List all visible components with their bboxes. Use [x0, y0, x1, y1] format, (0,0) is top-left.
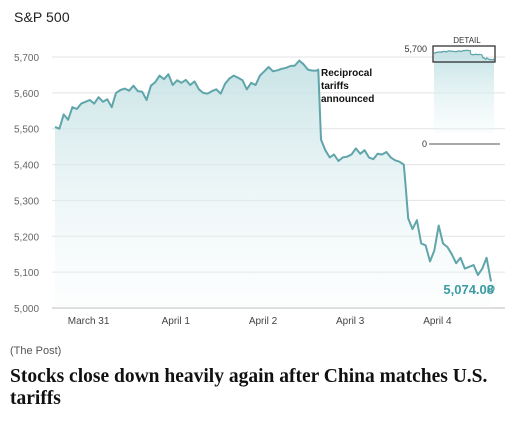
series-line [54, 59, 492, 282]
annotation-reciprocal-tariffs: Reciprocal tariffs announced [321, 68, 374, 105]
x-tick-label: March 31 [68, 316, 110, 327]
end-value-label: 5,074.08 [443, 282, 494, 297]
x-tick-label: April 1 [162, 316, 191, 327]
detail-inset-area [434, 50, 494, 134]
y-tick-label: 5,300 [14, 196, 39, 207]
y-tick-label: 5,000 [14, 304, 39, 315]
x-tick-label: April 4 [423, 316, 452, 327]
source-credit: (The Post) [10, 345, 62, 357]
y-tick-label: 5,200 [14, 232, 39, 243]
end-point-marker [487, 284, 495, 293]
detail-inset-line [433, 49, 495, 61]
annotation-line: Reciprocal [321, 68, 372, 79]
sp500-chart: 5,000 5,100 5,200 5,300 5,400 5,500 5,600 5,700… [14, 36, 505, 327]
x-axis-ticks: March 31 April 1 April 2 April 3 April 4 [68, 316, 452, 327]
y-axis-ticks: 5,000 5,100 5,200 5,300 5,400 5,500 5,600 5,700 [14, 53, 39, 315]
headline: Stocks close down heavily again after Ch… [10, 366, 488, 409]
y-tick-label: 5,600 [14, 89, 39, 100]
detail-inset-box [432, 45, 496, 63]
x-tick-label: April 2 [249, 316, 278, 327]
annotation-line: tariffs [321, 81, 349, 92]
annotation-line: announced [321, 94, 374, 105]
y-tick-label: 5,100 [14, 268, 39, 279]
y-tick-label: 5,700 [14, 53, 39, 64]
chart-title: S&P 500 [14, 9, 70, 25]
detail-inset-ytick-top: 5,700 [404, 44, 427, 54]
detail-inset-title: DETAIL [453, 36, 481, 45]
y-tick-label: 5,500 [14, 125, 39, 136]
detail-inset: DETAIL 5,700 0 [404, 36, 500, 149]
area-fill [55, 60, 491, 308]
y-tick-label: 5,400 [14, 161, 39, 172]
detail-inset-ytick-zero: 0 [422, 139, 427, 149]
x-tick-label: April 3 [336, 316, 365, 327]
